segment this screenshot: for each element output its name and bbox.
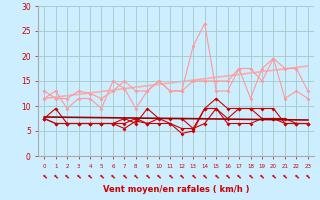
Text: ⬅: ⬅ [132, 172, 140, 179]
Text: ⬅: ⬅ [270, 172, 277, 179]
Text: ⬅: ⬅ [178, 172, 185, 179]
Text: ⬅: ⬅ [293, 172, 300, 179]
Text: ⬅: ⬅ [281, 172, 289, 179]
Text: ⬅: ⬅ [304, 172, 311, 179]
X-axis label: Vent moyen/en rafales ( km/h ): Vent moyen/en rafales ( km/h ) [103, 185, 249, 194]
Text: ⬅: ⬅ [258, 172, 266, 179]
Text: ⬅: ⬅ [41, 172, 48, 179]
Text: ⬅: ⬅ [86, 172, 94, 179]
Text: ⬅: ⬅ [144, 172, 151, 179]
Text: ⬅: ⬅ [75, 172, 82, 179]
Text: ⬅: ⬅ [98, 172, 105, 179]
Text: ⬅: ⬅ [236, 172, 243, 179]
Text: ⬅: ⬅ [121, 172, 128, 179]
Text: ⬅: ⬅ [155, 172, 163, 179]
Text: ⬅: ⬅ [167, 172, 174, 179]
Text: ⬅: ⬅ [201, 172, 208, 179]
Text: ⬅: ⬅ [224, 172, 231, 179]
Text: ⬅: ⬅ [109, 172, 116, 179]
Text: ⬅: ⬅ [189, 172, 197, 179]
Text: ⬅: ⬅ [212, 172, 220, 179]
Text: ⬅: ⬅ [247, 172, 254, 179]
Text: ⬅: ⬅ [52, 172, 59, 179]
Text: ⬅: ⬅ [63, 172, 71, 179]
